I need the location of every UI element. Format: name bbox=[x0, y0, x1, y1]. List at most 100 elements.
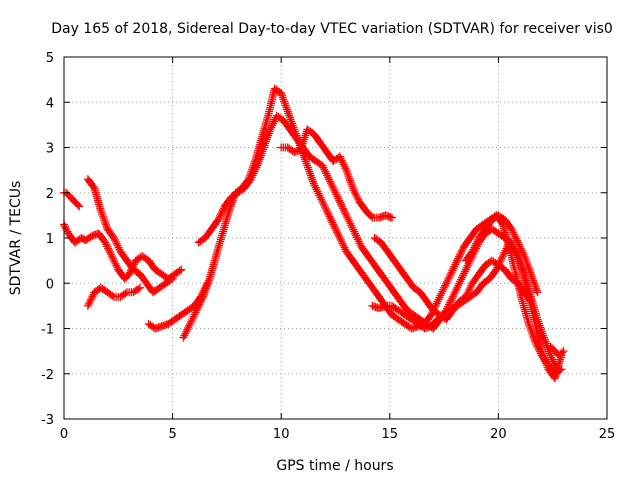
data-point bbox=[197, 296, 206, 305]
data-point bbox=[457, 246, 466, 255]
data-point bbox=[514, 240, 523, 249]
data-point bbox=[321, 204, 330, 213]
data-point bbox=[256, 151, 265, 160]
data-point bbox=[387, 213, 396, 222]
data-point bbox=[303, 161, 312, 170]
data-point bbox=[529, 276, 538, 285]
data-point bbox=[466, 283, 475, 292]
data-point bbox=[301, 131, 310, 140]
data-point bbox=[254, 157, 263, 166]
data-point bbox=[318, 197, 327, 206]
data-point bbox=[256, 153, 265, 162]
data-point bbox=[509, 228, 518, 237]
data-point bbox=[304, 165, 313, 174]
data-point bbox=[350, 227, 359, 236]
data-point bbox=[345, 217, 354, 226]
data-point bbox=[192, 306, 201, 315]
data-point bbox=[83, 301, 92, 310]
data-point bbox=[319, 163, 328, 172]
data-point bbox=[189, 312, 198, 321]
x-tick-label: 5 bbox=[168, 427, 176, 442]
data-point bbox=[327, 216, 336, 225]
data-point bbox=[538, 349, 547, 358]
data-point bbox=[266, 125, 275, 134]
data-point bbox=[340, 162, 349, 171]
data-point bbox=[102, 222, 111, 231]
data-point bbox=[134, 284, 143, 293]
data-point bbox=[537, 347, 546, 356]
data-point bbox=[96, 206, 105, 215]
data-point bbox=[447, 268, 456, 277]
x-tick-label: 25 bbox=[599, 427, 616, 442]
data-point bbox=[328, 182, 337, 191]
data-point bbox=[499, 250, 508, 259]
data-point bbox=[309, 179, 318, 188]
data-point bbox=[345, 176, 354, 185]
data-point bbox=[462, 290, 471, 299]
data-point bbox=[319, 199, 328, 208]
data-point bbox=[515, 242, 524, 251]
data-point bbox=[367, 212, 376, 221]
data-point bbox=[341, 164, 350, 173]
data-point bbox=[335, 234, 344, 242]
data-point bbox=[516, 259, 525, 268]
data-point bbox=[516, 261, 525, 270]
data-point bbox=[314, 189, 323, 198]
data-point bbox=[262, 135, 271, 144]
data-point bbox=[559, 347, 568, 356]
data-point bbox=[326, 179, 335, 188]
data-point bbox=[354, 237, 363, 246]
data-point bbox=[338, 202, 347, 211]
data-point bbox=[435, 293, 444, 302]
data-point bbox=[306, 169, 315, 178]
data-point bbox=[517, 246, 526, 255]
data-point bbox=[107, 252, 116, 261]
data-point bbox=[518, 248, 527, 257]
data-point bbox=[200, 288, 209, 297]
data-point bbox=[449, 290, 458, 299]
data-point bbox=[61, 224, 70, 233]
data-point bbox=[511, 247, 520, 256]
data-point bbox=[337, 200, 346, 209]
data-point bbox=[333, 192, 342, 201]
data-point bbox=[350, 188, 359, 197]
data-point bbox=[334, 194, 343, 203]
data-point bbox=[337, 156, 346, 165]
data-point bbox=[344, 172, 353, 181]
data-point bbox=[348, 184, 357, 193]
data-point bbox=[343, 213, 352, 222]
data-point bbox=[87, 294, 96, 303]
data-point bbox=[543, 363, 552, 372]
data-point bbox=[106, 250, 115, 259]
y-tick-label: 2 bbox=[46, 187, 54, 202]
data-point bbox=[344, 215, 353, 224]
data-point bbox=[436, 291, 445, 300]
data-point bbox=[270, 117, 279, 126]
data-point bbox=[519, 250, 528, 259]
data-point bbox=[198, 294, 207, 303]
data-point bbox=[259, 143, 268, 152]
data-point bbox=[199, 290, 208, 299]
data-point bbox=[257, 149, 266, 158]
data-point bbox=[538, 329, 547, 338]
data-point bbox=[457, 275, 466, 284]
data-point bbox=[448, 266, 457, 275]
data-point bbox=[338, 239, 347, 248]
data-point bbox=[315, 191, 324, 200]
data-point bbox=[332, 226, 341, 235]
data-point bbox=[339, 160, 348, 169]
data-point bbox=[334, 232, 343, 241]
data-point bbox=[541, 357, 550, 366]
data-point bbox=[89, 182, 98, 191]
data-point bbox=[259, 145, 268, 154]
data-point bbox=[336, 154, 345, 163]
series-track-h bbox=[277, 125, 396, 222]
data-point bbox=[338, 204, 347, 213]
data-point bbox=[508, 226, 517, 235]
data-point bbox=[513, 251, 522, 260]
data-point bbox=[322, 206, 331, 215]
data-point bbox=[540, 355, 549, 364]
data-point bbox=[339, 241, 348, 250]
data-point bbox=[497, 254, 506, 263]
